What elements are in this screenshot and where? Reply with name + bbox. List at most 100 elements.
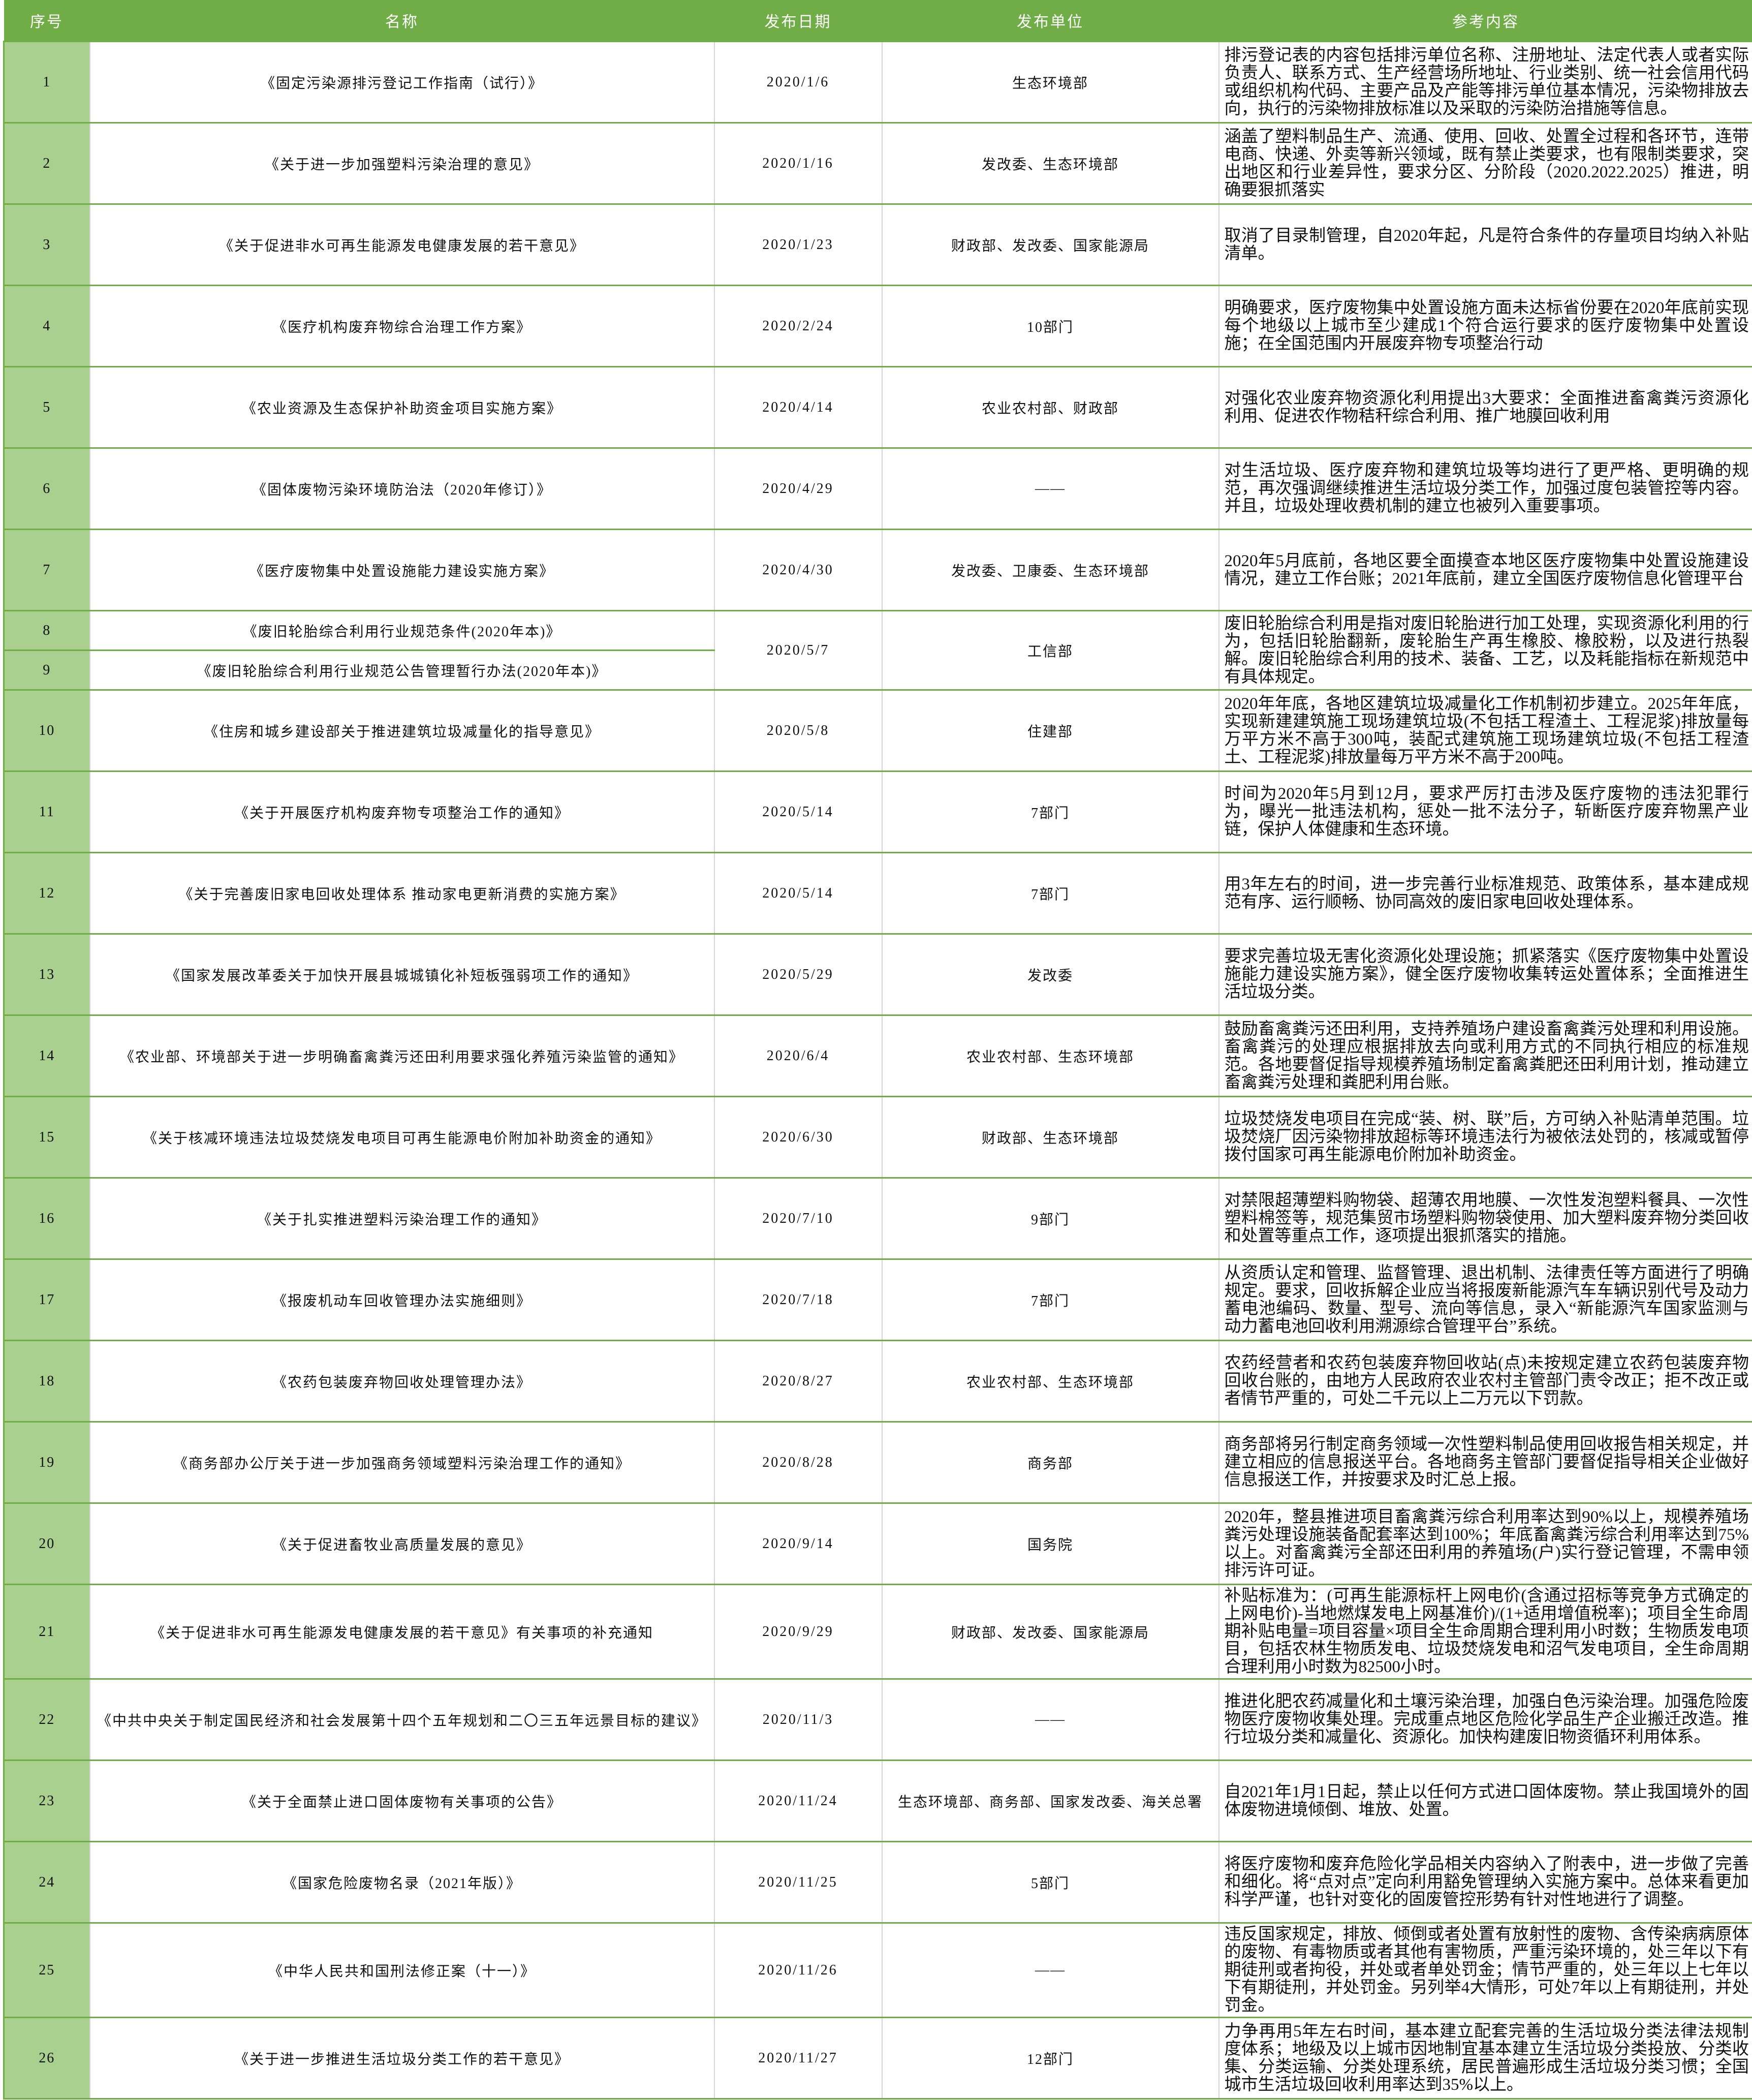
cell-name: 《关于促进非水可再生能源发电健康发展的若干意见》 <box>89 203 715 286</box>
cell-index: 14 <box>3 1014 90 1097</box>
cell-index: 2 <box>3 122 90 205</box>
header-ref[interactable]: 参考内容 <box>1218 0 1752 42</box>
cell-index: 11 <box>3 770 90 853</box>
cell-index: 21 <box>3 1584 90 1680</box>
cell-reference: 废旧轮胎综合利用是指对废旧轮胎进行加工处理，实现资源化利用的行为，包括旧轮胎翻新… <box>1218 610 1752 691</box>
cell-reference: 违反国家规定，排放、倾倒或者处置有放射性的废物、含传染病病原体的废物、有毒物质或… <box>1218 1922 1752 2018</box>
cell-unit: 国务院 <box>881 1502 1219 1585</box>
cell-index: 22 <box>3 1678 90 1761</box>
cell-date: 2020/4/14 <box>713 366 883 449</box>
table-row: 18 《农药包装废弃物回收处理管理办法》 2020/8/27 农业农村部、生态环境部农… <box>3 1340 1752 1423</box>
cell-index: 5 <box>3 366 90 449</box>
cell-date: 2020/9/14 <box>713 1502 883 1585</box>
cell-date: 2020/1/16 <box>713 122 883 205</box>
cell-unit: 10部门 <box>881 285 1219 367</box>
cell-name: 《商务部办公厅关于进一步加强商务领域塑料污染治理工作的通知》 <box>89 1421 715 1504</box>
cell-date: 2020/5/14 <box>713 770 883 853</box>
cell-name: 《关于完善废旧家电回收处理体系 推动家电更新消费的实施方案》 <box>89 852 715 935</box>
cell-index: 18 <box>3 1340 90 1423</box>
cell-unit: 住建部 <box>881 689 1219 772</box>
table-row: 22 《中共中央关于制定国民经济和社会发展第十四个五年规划和二〇三五年远景目标的建… <box>3 1678 1752 1761</box>
cell-reference: 2020年，整县推进项目畜禽粪污综合利用率达到90%以上，规模养殖场粪污处理设施… <box>1218 1502 1752 1585</box>
cell-index: 23 <box>3 1759 90 1842</box>
cell-reference: 取消了目录制管理，自2020年起，凡是符合条件的存量项目均纳入补贴清单。 <box>1218 203 1752 286</box>
cell-unit: —— <box>881 447 1219 530</box>
cell-index: 8 <box>3 610 90 651</box>
table-row: 13 《国家发展改革委关于加快开展县城城镇化补短板强弱项工作的通知》 2020/5/… <box>3 933 1752 1016</box>
cell-index: 9 <box>3 650 90 691</box>
cell-date: 2020/5/8 <box>713 689 883 772</box>
header-date[interactable]: 发布日期 <box>714 0 882 42</box>
header-unit[interactable]: 发布单位 <box>882 0 1219 42</box>
cell-date: 2020/11/24 <box>713 1759 883 1842</box>
cell-date: 2020/6/30 <box>713 1096 883 1179</box>
cell-name: 《住房和城乡建设部关于推进建筑垃圾减量化的指导意见》 <box>89 689 715 772</box>
cell-reference: 补贴标准为：(可再生能源标杆上网电价(含通过招标等竞争方式确定的上网电价)-当地… <box>1218 1584 1752 1680</box>
cell-reference: 对生活垃圾、医疗废弃物和建筑垃圾等均进行了更严格、更明确的规范，再次强调继续推进… <box>1218 447 1752 530</box>
table-row: 7 《医疗废物集中处置设施能力建设实施方案》 2020/4/30 发改委、卫康委、生态… <box>3 529 1752 611</box>
cell-name: 《国家危险废物名录（2021年版）》 <box>89 1841 715 1924</box>
cell-name: 《国家发展改革委关于加快开展县城城镇化补短板强弱项工作的通知》 <box>89 933 715 1016</box>
cell-date: 2020/8/28 <box>713 1421 883 1504</box>
cell-unit: 发改委、生态环境部 <box>881 122 1219 205</box>
cell-date: 2020/11/26 <box>713 1922 883 2018</box>
cell-name: 《农药包装废弃物回收处理管理办法》 <box>89 1340 715 1423</box>
table-row: 9 《废旧轮胎综合利用行业规范公告管理暂行办法(2020年本)》 <box>3 650 1752 691</box>
table-row: 1 《固定污染源排污登记工作指南（试行）》 2020/1/6 生态环境部 排污登记表的内… <box>3 41 1752 123</box>
table-header: 序号 名称 发布日期 发布单位 参考内容 <box>4 0 1752 42</box>
cell-reference: 2020年5月底前，各地区要全面摸查本地区医疗废物集中处置设施建设情况，建立工作… <box>1218 529 1752 611</box>
cell-index: 17 <box>3 1258 90 1341</box>
table-row: 4 《医疗机构废弃物综合治理工作方案》 2020/2/24 10部门 明确要求，医疗废物… <box>3 285 1752 367</box>
table-row: 11 《关于开展医疗机构废弃物专项整治工作的通知》 2020/5/14 7部门 时间为2… <box>3 770 1752 853</box>
cell-unit: 农业农村部、生态环境部 <box>881 1340 1219 1423</box>
table-row: 19 《商务部办公厅关于进一步加强商务领域塑料污染治理工作的通知》 2020/8/2… <box>3 1421 1752 1504</box>
cell-index: 13 <box>3 933 90 1016</box>
cell-unit: 7部门 <box>881 1258 1219 1341</box>
cell-name: 《关于核减环境违法垃圾焚烧发电项目可再生能源电价附加补助资金的通知》 <box>89 1096 715 1179</box>
cell-unit: 商务部 <box>881 1421 1219 1504</box>
cell-unit: 农业农村部、财政部 <box>881 366 1219 449</box>
table-row: 26 《关于进一步推进生活垃圾分类工作的若干意见》 2020/11/27 12部门 力争… <box>3 2017 1752 2099</box>
cell-unit: 财政部、发改委、国家能源局 <box>881 1584 1219 1680</box>
cell-date: 2020/8/27 <box>713 1340 883 1423</box>
cell-unit: —— <box>881 1678 1219 1761</box>
cell-unit: 财政部、生态环境部 <box>881 1096 1219 1179</box>
cell-reference: 从资质认定和管理、监督管理、退出机制、法律责任等方面进行了明确规定。要求，回收拆… <box>1218 1258 1752 1341</box>
cell-reference: 涵盖了塑料制品生产、流通、使用、回收、处置全过程和各环节，连带电商、快递、外卖等… <box>1218 122 1752 205</box>
cell-reference: 商务部将另行制定商务领域一次性塑料制品使用回收报告相关规定，并建立相应的信息报送… <box>1218 1421 1752 1504</box>
header-no[interactable]: 序号 <box>4 0 90 42</box>
cell-reference: 对强化农业废弃物资源化利用提出3大要求：全面推进畜禽粪污资源化利用、促进农作物秸… <box>1218 366 1752 449</box>
cell-reference: 力争再用5年左右时间，基本建立配套完善的生活垃圾分类法律法规制度体系；地级及以上… <box>1218 2017 1752 2099</box>
cell-index: 7 <box>3 529 90 611</box>
cell-unit: —— <box>881 1922 1219 2018</box>
table-body: 1 《固定污染源排污登记工作指南（试行）》 2020/1/6 生态环境部 排污登记表的内… <box>3 41 1752 2099</box>
cell-date: 2020/11/25 <box>713 1841 883 1924</box>
header-name[interactable]: 名称 <box>89 0 714 42</box>
cell-reference: 垃圾焚烧发电项目在完成“装、树、联”后，方可纳入补贴清单范围。垃圾焚烧厂因污染物… <box>1218 1096 1752 1179</box>
cell-name: 《关于促进非水可再生能源发电健康发展的若干意见》有关事项的补充通知 <box>89 1584 715 1680</box>
cell-name: 《关于扎实推进塑料污染治理工作的通知》 <box>89 1177 715 1260</box>
cell-reference: 鼓励畜禽粪污还田利用，支持养殖场户建设畜禽粪污处理和利用设施。畜禽粪污的处理应根… <box>1218 1014 1752 1097</box>
cell-reference: 对禁限超薄塑料购物袋、超薄农用地膜、一次性发泡塑料餐具、一次性塑料棉签等，规范集… <box>1218 1177 1752 1260</box>
table-row: 21 《关于促进非水可再生能源发电健康发展的若干意见》有关事项的补充通知 2020/… <box>3 1584 1752 1680</box>
cell-date: 2020/7/18 <box>713 1258 883 1341</box>
cell-unit: 发改委、卫康委、生态环境部 <box>881 529 1219 611</box>
cell-name: 《中共中央关于制定国民经济和社会发展第十四个五年规划和二〇三五年远景目标的建议》 <box>89 1678 715 1761</box>
cell-name: 《农业部、环境部关于进一步明确畜禽粪污还田利用要求强化养殖污染监管的通知》 <box>89 1014 715 1097</box>
cell-date: 2020/5/7 <box>713 610 883 691</box>
policy-table: 序号 名称 发布日期 发布单位 参考内容 1 《固定污染源排污登记工作指南（试行）… <box>3 0 1752 2099</box>
cell-name: 《医疗废物集中处置设施能力建设实施方案》 <box>89 529 715 611</box>
cell-name: 《报废机动车回收管理办法实施细则》 <box>89 1258 715 1341</box>
cell-name: 《固体废物污染环境防治法（2020年修订）》 <box>89 447 715 530</box>
table-row: 15 《关于核减环境违法垃圾焚烧发电项目可再生能源电价附加补助资金的通知》 2020… <box>3 1096 1752 1179</box>
cell-index: 26 <box>3 2017 90 2099</box>
cell-date: 2020/4/29 <box>713 447 883 530</box>
cell-unit: 财政部、发改委、国家能源局 <box>881 203 1219 286</box>
cell-unit: 工信部 <box>881 610 1219 691</box>
cell-name: 《关于促进畜牧业高质量发展的意见》 <box>89 1502 715 1585</box>
cell-reference: 明确要求，医疗废物集中处置设施方面未达标省份要在2020年底前实现每个地级以上城… <box>1218 285 1752 367</box>
cell-index: 12 <box>3 852 90 935</box>
cell-date: 2020/1/6 <box>713 41 883 123</box>
table-row: 16 《关于扎实推进塑料污染治理工作的通知》 2020/7/10 9部门 对禁限超薄塑料… <box>3 1177 1752 1260</box>
table-row: 6 《固体废物污染环境防治法（2020年修订）》 2020/4/29 —— 对生活垃圾、… <box>3 447 1752 530</box>
